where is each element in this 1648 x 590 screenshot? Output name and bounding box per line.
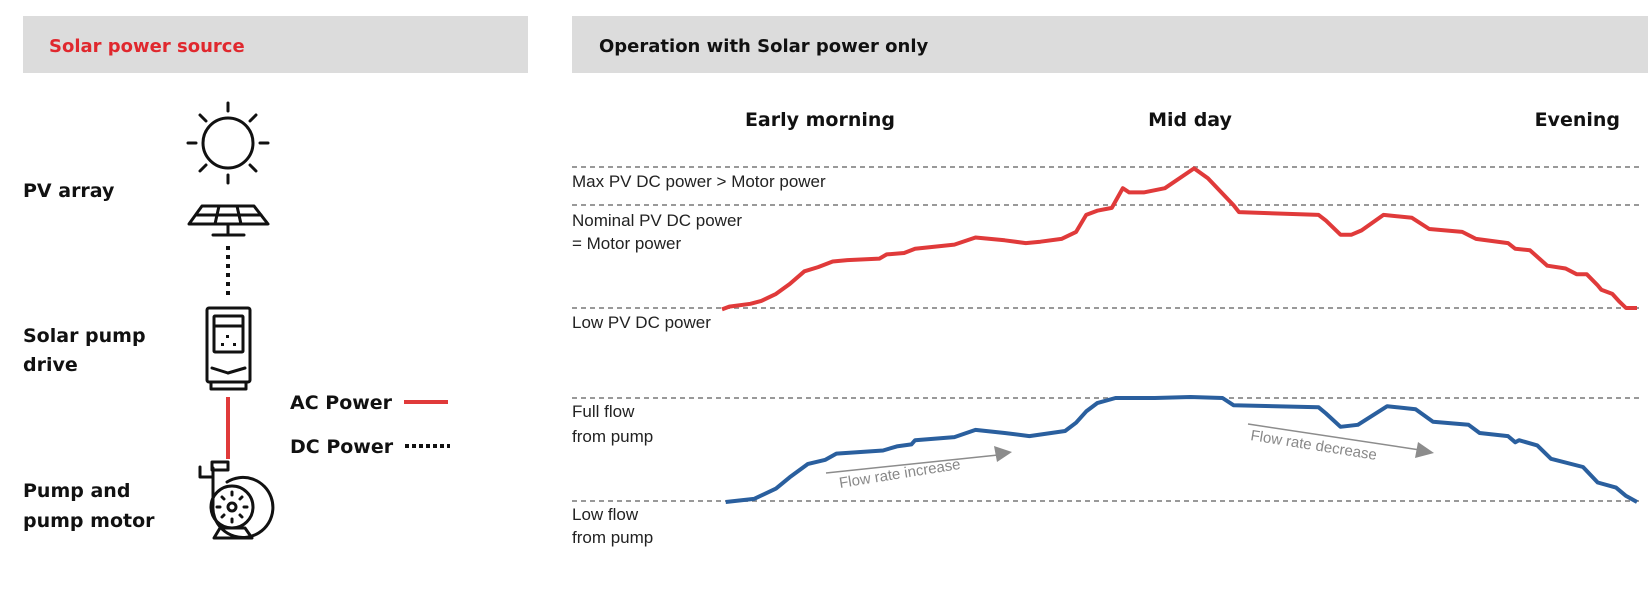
sun-icon [186, 101, 270, 185]
power-curve [721, 166, 1637, 312]
flow-decrease-label: Flow rate decrease [1249, 427, 1378, 464]
label-motor-power: = Motor power [572, 234, 681, 253]
flow-curve [725, 395, 1638, 504]
label-low-flow-from-pump: from pump [572, 528, 653, 547]
left-header-title: Solar power source [49, 36, 245, 57]
pump-icon [198, 460, 275, 540]
drive-icon [205, 306, 252, 391]
label-pv-array: PV array [23, 180, 115, 202]
label-low-flow: Low flow [572, 505, 639, 524]
label-drive: drive [23, 354, 78, 376]
drive-display-dots [221, 335, 236, 346]
label-full-flow-from-pump: from pump [572, 427, 653, 446]
time-early-morning: Early morning [745, 109, 895, 131]
left-header [23, 16, 528, 73]
time-evening: Evening [1535, 109, 1620, 131]
flow-increase-label: Flow rate increase [838, 456, 962, 492]
right-header-title: Operation with Solar power only [599, 36, 928, 57]
legend-dc-label: DC Power [290, 436, 394, 458]
flow-decrease-arrow [1247, 423, 1434, 458]
solar-panel-icon [187, 204, 270, 237]
time-mid-day: Mid day [1148, 109, 1232, 131]
label-pump-motor: pump motor [23, 510, 155, 532]
label-max-power: Max PV DC power > Motor power [572, 172, 826, 191]
flow-increase-arrow [825, 446, 1012, 474]
label-low-power: Low PV DC power [572, 313, 711, 332]
label-pump-and: Pump and [23, 480, 130, 502]
right-header [572, 16, 1648, 73]
legend-ac-label: AC Power [290, 392, 393, 414]
label-nominal-power: Nominal PV DC power [572, 211, 742, 230]
label-full-flow: Full flow [572, 402, 635, 421]
pump-impeller [215, 490, 249, 524]
label-solar-pump: Solar pump [23, 325, 146, 347]
